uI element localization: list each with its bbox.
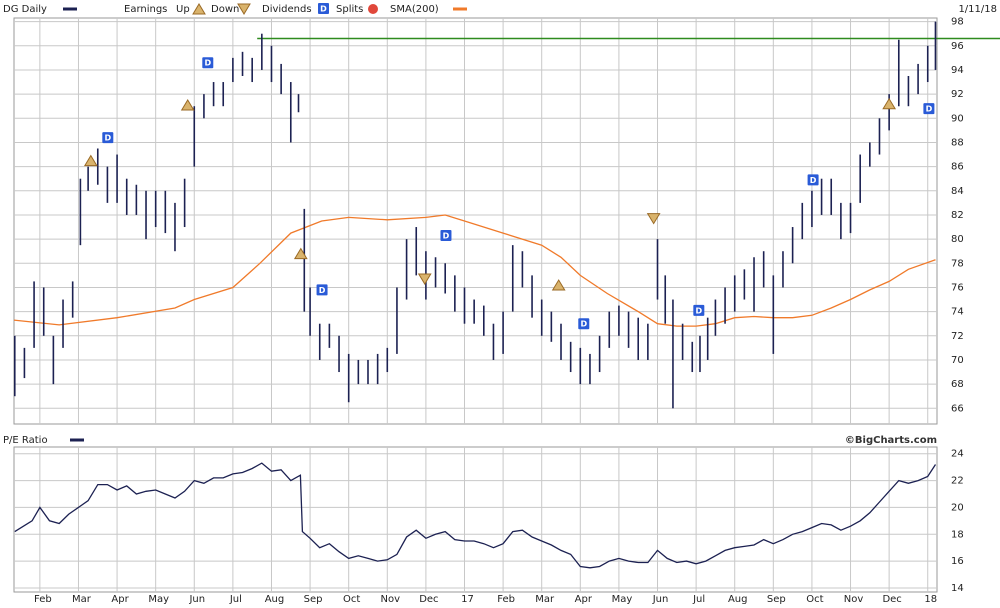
x-tick-label: Dec xyxy=(882,594,901,605)
grid: Feb Mar Apr May Jun Jul Aug Sep Oct Nov Dec 17 Feb Ma… xyxy=(14,17,964,605)
legend-swatch xyxy=(237,3,251,15)
y-tick-label: 66 xyxy=(951,403,964,414)
dividend-marker xyxy=(440,230,452,241)
y-tick-label: 74 xyxy=(951,307,964,318)
legend-label: Down xyxy=(211,4,239,15)
dividend-symbol: D xyxy=(204,59,211,68)
dividend-symbol: D xyxy=(926,105,933,114)
x-tick-label: May xyxy=(148,594,169,605)
dividend-marker xyxy=(316,284,328,296)
x-tick-label: Jun xyxy=(652,594,669,605)
y-tick-label: 14 xyxy=(951,583,964,594)
legend-swatch xyxy=(318,3,329,14)
y-tick-label: 92 xyxy=(951,89,964,100)
earnings-down-marker xyxy=(646,213,661,225)
x-tick-label: Feb xyxy=(34,594,52,605)
x-tick-label: Mar xyxy=(535,594,555,605)
x-tick-label: Aug xyxy=(265,594,285,605)
x-tick-label: Jul xyxy=(229,594,242,605)
y-tick-label: 82 xyxy=(951,210,964,221)
x-tick-label: Nov xyxy=(844,594,864,605)
legend-label: Dividends xyxy=(262,4,312,15)
dividend-marker xyxy=(807,174,819,186)
y-tick-label: 22 xyxy=(951,476,964,487)
legend-label: Earnings xyxy=(124,4,167,15)
annotation: ©BigCharts.com xyxy=(845,435,937,446)
legend-symbol: D xyxy=(320,5,327,14)
marks: D D D D D D D D xyxy=(13,21,1000,569)
x-tick-label: 18 xyxy=(924,594,937,605)
y-tick-label: 90 xyxy=(951,113,964,124)
price-panel xyxy=(13,17,938,425)
x-tick-label: 17 xyxy=(461,594,474,605)
earnings-down-marker xyxy=(417,273,432,285)
x-tick-label: Jun xyxy=(188,594,205,605)
y-tick-label: 78 xyxy=(951,258,964,269)
x-tick-label: Sep xyxy=(767,594,786,605)
y-tick-label: 20 xyxy=(951,502,964,513)
legend-swatch xyxy=(368,4,378,14)
x-tick-label: Feb xyxy=(497,594,515,605)
y-tick-label: 80 xyxy=(951,234,964,245)
x-tick-label: Aug xyxy=(728,594,748,605)
dividend-symbol: D xyxy=(443,232,450,241)
y-tick-label: 84 xyxy=(951,186,964,197)
earnings-up-marker xyxy=(551,279,566,291)
x-tick-label: Mar xyxy=(72,594,92,605)
earnings-up-marker xyxy=(83,154,98,167)
y-tick-label: 70 xyxy=(951,355,964,366)
x-tick-label: Jul xyxy=(692,594,705,605)
dividend-symbol: D xyxy=(319,286,326,295)
y-tick-label: 88 xyxy=(951,137,964,148)
line xyxy=(13,214,936,327)
legend-label: Splits xyxy=(336,4,363,15)
legend-swatch xyxy=(192,3,206,15)
x-tick-label: Dec xyxy=(419,594,438,605)
dividend-marker xyxy=(202,57,214,69)
earnings-up-marker xyxy=(882,97,897,110)
x-tick-label: Apr xyxy=(111,594,129,605)
x-tick-label: Nov xyxy=(381,594,401,605)
x-tick-label: Oct xyxy=(806,594,823,605)
x-tick-label: Apr xyxy=(575,594,593,605)
dividend-marker xyxy=(923,103,935,115)
pe-panel xyxy=(13,446,938,593)
earnings-up-marker xyxy=(180,99,195,111)
x-tick-label: May xyxy=(612,594,633,605)
dividend-symbol: D xyxy=(104,134,111,143)
x-tick-label: Oct xyxy=(343,594,360,605)
dividend-marker xyxy=(693,304,705,316)
y-tick-label: 86 xyxy=(951,162,964,173)
y-tick-label: 72 xyxy=(951,331,964,342)
y-tick-label: 96 xyxy=(951,41,964,52)
y-tick-label: 24 xyxy=(951,449,964,460)
date-label: 1/11/18 xyxy=(958,4,997,15)
dividend-symbol: D xyxy=(810,176,817,185)
line xyxy=(14,462,937,569)
dividend-marker xyxy=(578,318,590,330)
legend-label: P/E Ratio xyxy=(3,435,48,446)
legend-label: SMA(200) xyxy=(390,4,439,15)
y-tick-label: 18 xyxy=(951,529,964,540)
dividend-symbol: D xyxy=(695,306,702,315)
legend-label: DG Daily xyxy=(3,4,47,15)
y-tick-label: 98 xyxy=(951,17,964,28)
y-tick-label: 16 xyxy=(951,556,964,567)
y-tick-label: 68 xyxy=(951,379,964,390)
y-tick-label: 94 xyxy=(951,65,964,76)
x-tick-label: Sep xyxy=(304,594,323,605)
dividend-symbol: D xyxy=(580,320,587,329)
earnings-up-marker xyxy=(293,247,308,260)
legend-label: Up xyxy=(176,4,190,15)
y-tick-label: 76 xyxy=(951,282,964,293)
dividend-marker xyxy=(102,132,114,144)
